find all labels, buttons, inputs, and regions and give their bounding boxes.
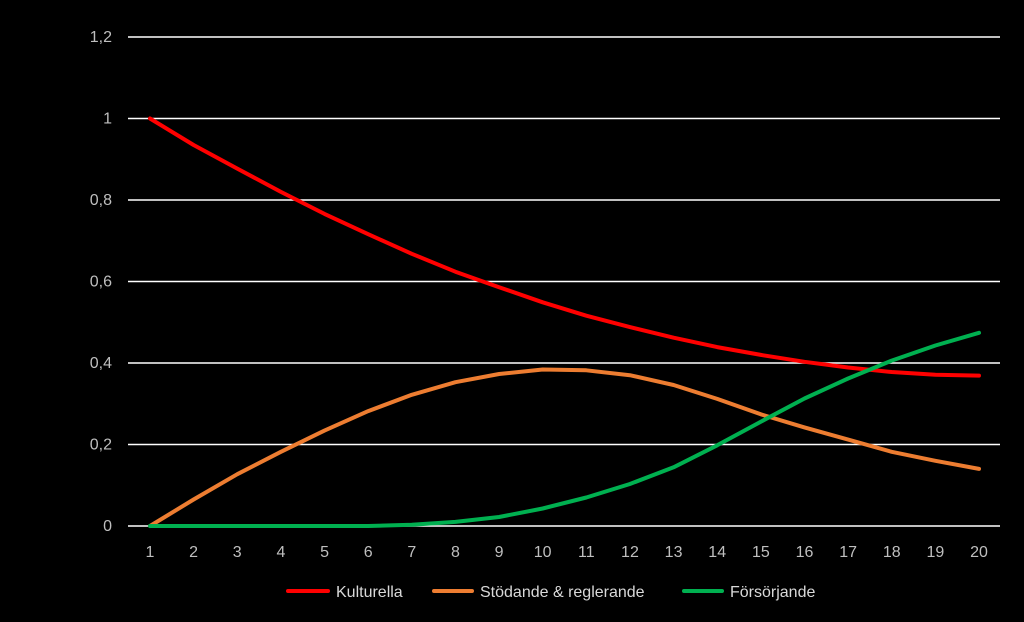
y-tick-label: 1,2 [90, 29, 112, 46]
x-tick-label: 11 [578, 544, 595, 561]
y-axis-ticks: 0 0,2 0,4 0,6 0,8 1 1,2 [90, 29, 112, 535]
x-tick-label: 17 [839, 544, 857, 561]
x-tick-label: 8 [451, 544, 460, 561]
x-tick-label: 13 [665, 544, 683, 561]
x-tick-label: 9 [495, 544, 504, 561]
y-tick-label: 0 [103, 518, 112, 535]
x-tick-label: 18 [883, 544, 901, 561]
x-tick-label: 1 [146, 544, 155, 561]
x-tick-label: 4 [276, 544, 285, 561]
legend-label: Försörjande [730, 584, 815, 601]
x-tick-label: 16 [796, 544, 814, 561]
series-line-0 [148, 116, 981, 378]
series-line-1 [148, 367, 981, 528]
x-axis-ticks: 1 2 3 4 5 6 7 8 9 10 11 12 13 14 15 16 17 18 19 20 [146, 544, 988, 561]
y-tick-label: 0,8 [90, 192, 112, 209]
y-tick-label: 0,4 [90, 355, 112, 372]
y-tick-label: 0,6 [90, 274, 112, 291]
x-tick-label: 5 [320, 544, 329, 561]
legend: Kulturella Stödande & reglerande Försörjan… [286, 584, 815, 601]
series-lines [148, 116, 981, 528]
x-tick-label: 12 [621, 544, 639, 561]
legend-label: Kulturella [336, 584, 403, 601]
legend-label: Stödande & reglerande [480, 584, 645, 601]
x-tick-label: 3 [233, 544, 242, 561]
x-tick-label: 6 [364, 544, 373, 561]
series-line-2 [148, 330, 981, 528]
x-tick-label: 2 [189, 544, 198, 561]
y-tick-label: 0,2 [90, 437, 112, 454]
y-tick-label: 1 [103, 111, 112, 128]
x-tick-label: 7 [407, 544, 416, 561]
gridlines [128, 36, 1000, 527]
x-tick-label: 10 [534, 544, 552, 561]
x-tick-label: 14 [708, 544, 726, 561]
x-tick-label: 20 [970, 544, 988, 561]
x-tick-label: 15 [752, 544, 770, 561]
x-tick-label: 19 [926, 544, 944, 561]
